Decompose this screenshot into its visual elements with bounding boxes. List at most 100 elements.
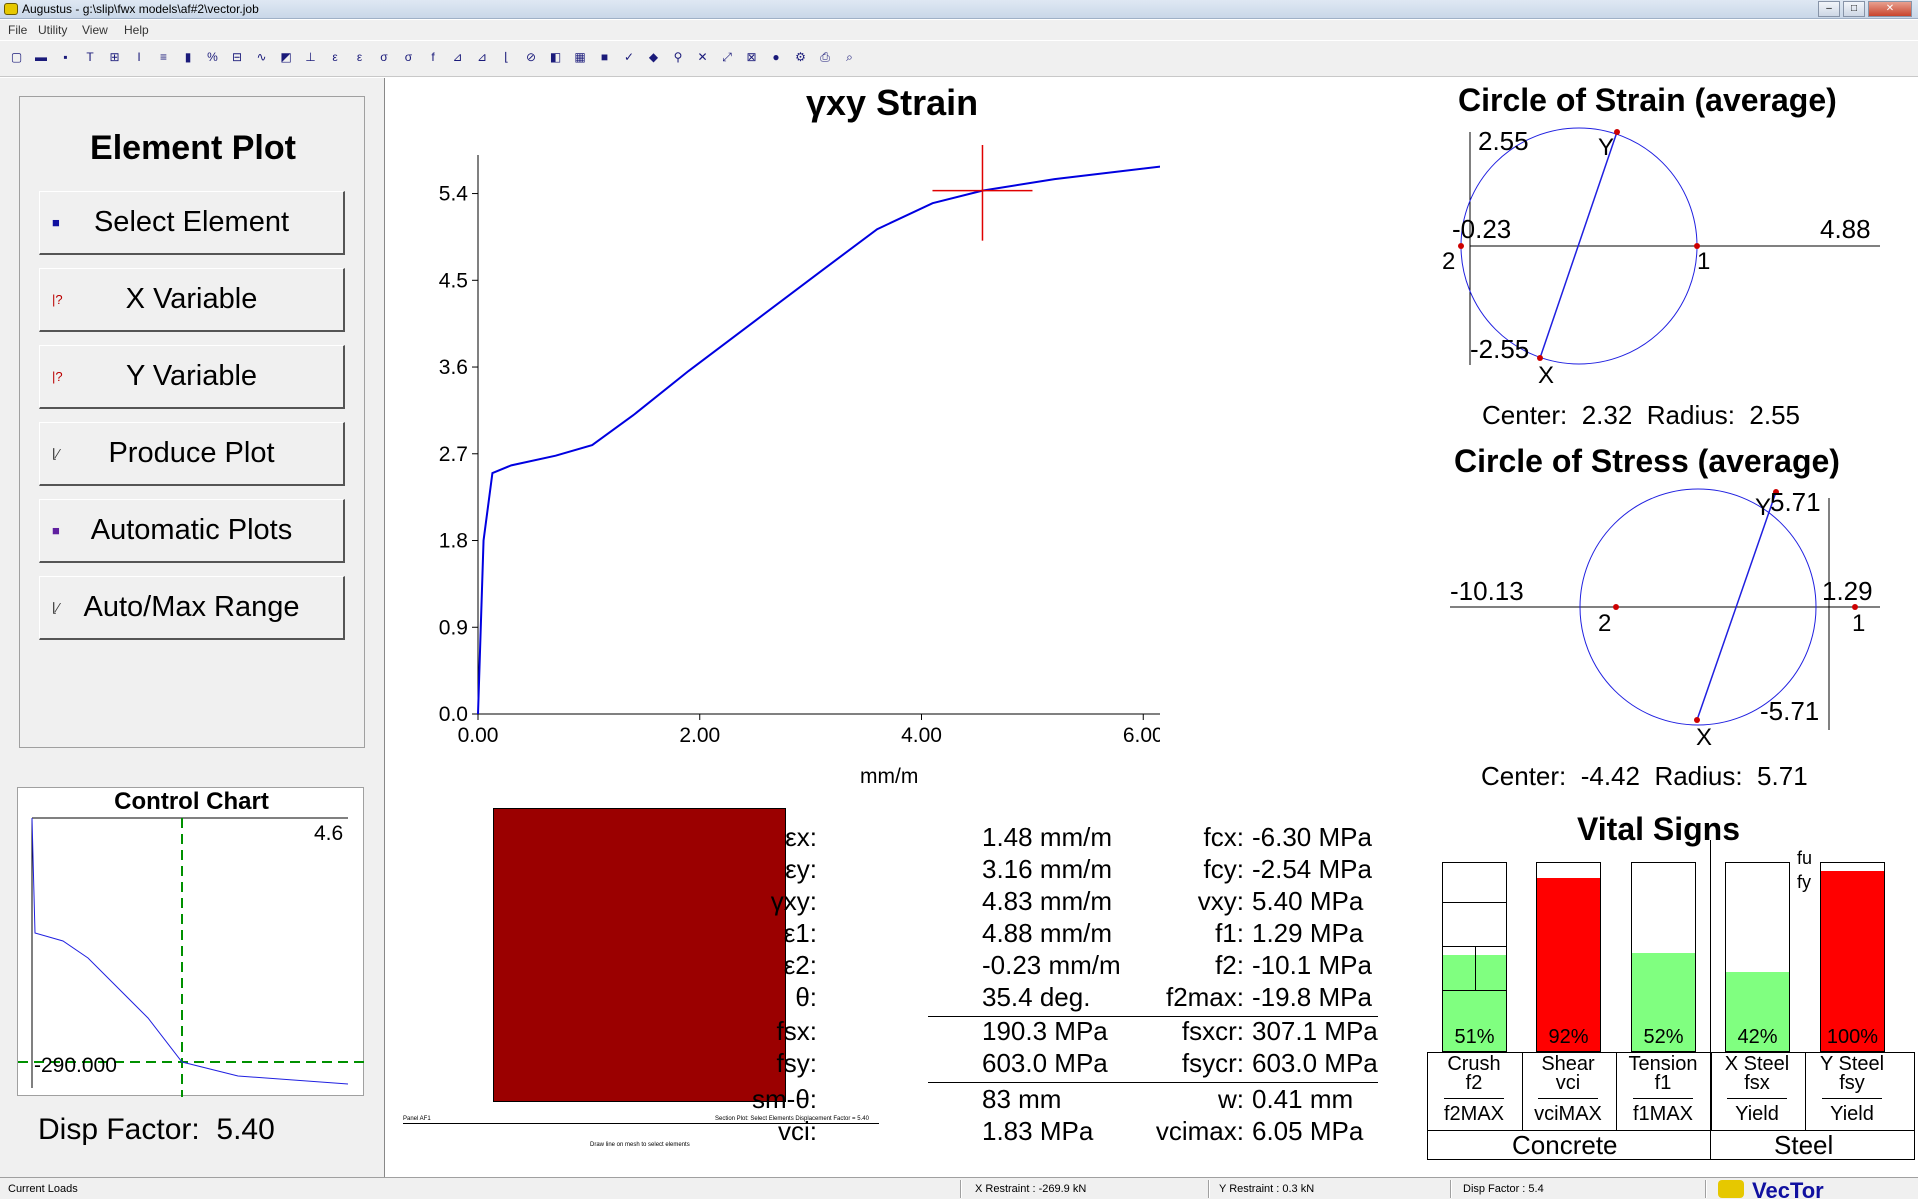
strain-left: -0.23 bbox=[1452, 214, 1512, 244]
toolbar-button-icon[interactable]: ◩ bbox=[280, 50, 292, 64]
vital-label-top: Shear bbox=[1541, 1053, 1595, 1075]
steel-grid-line bbox=[1475, 946, 1476, 990]
toolbar-button-icon[interactable]: ▪ bbox=[63, 50, 68, 64]
fu-label: fu bbox=[1797, 848, 1813, 868]
control-chart: Control Chart 4.6 -290.000 bbox=[17, 787, 365, 1097]
var-value: 4.83 mm/m bbox=[982, 886, 1113, 916]
toolbar-button-icon[interactable]: ⊿ bbox=[476, 50, 488, 64]
x-variable-label: X Variable bbox=[125, 283, 258, 315]
toolbar-button-icon[interactable]: ⎙ bbox=[820, 50, 830, 64]
vital-label-den: f1MAX bbox=[1632, 1103, 1694, 1125]
window-title: Augustus - g:\slip\fwx models\af#2\vecto… bbox=[22, 2, 259, 16]
strain-center-label: Center: bbox=[1482, 400, 1568, 430]
automatic-plots-button[interactable]: ■ Automatic Plots bbox=[39, 499, 345, 563]
toolbar-button-icon[interactable]: T bbox=[86, 50, 94, 64]
toolbar-button-icon[interactable]: ε bbox=[332, 50, 338, 64]
toolbar-button-icon[interactable]: ⊘ bbox=[525, 50, 537, 64]
y-tick-label: 1.8 bbox=[439, 530, 468, 553]
x-variable-button[interactable]: |? X Variable bbox=[39, 268, 345, 332]
toolbar-button-icon[interactable]: f bbox=[431, 50, 435, 64]
status-y-restraint: Y Restraint : 0.3 kN bbox=[1219, 1183, 1315, 1195]
y-tick-label: 2.7 bbox=[439, 443, 468, 466]
control-chart-curve bbox=[31, 817, 349, 1085]
toolbar-button-icon[interactable]: ⌕ bbox=[846, 50, 853, 64]
var-name: w: bbox=[1218, 1084, 1244, 1114]
vital-bar: 100% bbox=[1820, 862, 1885, 1052]
vital-bar-percent: 42% bbox=[1737, 1026, 1778, 1048]
stress-label-x: X bbox=[1696, 724, 1713, 751]
toolbar-button-icon[interactable]: ≡ bbox=[159, 50, 167, 64]
vars-rule-1 bbox=[928, 1016, 1378, 1017]
y-tick-label: 5.4 bbox=[439, 183, 469, 206]
y-tick-label: 0.0 bbox=[439, 703, 468, 726]
steel-grid-line bbox=[1442, 946, 1507, 947]
var-value: 1.83 MPa bbox=[982, 1116, 1094, 1146]
disp-factor-label: Disp Factor: bbox=[38, 1113, 200, 1146]
toolbar-button-icon[interactable]: ◧ bbox=[549, 50, 562, 64]
strain-bottom: -2.55 bbox=[1470, 334, 1530, 364]
var-name: γxy: bbox=[770, 886, 817, 916]
toolbar-button-icon[interactable]: ⤢ bbox=[722, 50, 732, 64]
toolbar-button-icon[interactable]: σ bbox=[380, 50, 388, 64]
toolbar-button-icon[interactable]: ⊠ bbox=[746, 50, 757, 64]
toolbar-button-icon[interactable]: ▢ bbox=[10, 50, 23, 64]
var-value: -19.8 MPa bbox=[1252, 982, 1372, 1012]
vital-col-rule bbox=[1805, 1052, 1806, 1130]
toolbar-button-icon[interactable]: ⊿ bbox=[452, 50, 463, 64]
toolbar-button-icon[interactable]: ε bbox=[356, 50, 363, 64]
maximize-button[interactable]: □ bbox=[1843, 1, 1865, 17]
minimize-button[interactable]: – bbox=[1818, 1, 1840, 17]
disp-factor-value: 5.40 bbox=[216, 1113, 275, 1146]
toolbar-button-icon[interactable]: ✕ bbox=[697, 50, 708, 64]
strain-radius: 2.55 bbox=[1749, 400, 1800, 430]
y-variable-button[interactable]: |? Y Variable bbox=[39, 345, 345, 409]
menu-view[interactable]: View bbox=[82, 23, 108, 37]
toolbar-button-icon[interactable]: ✓ bbox=[623, 50, 635, 64]
toolbar-button-icon[interactable]: ▬ bbox=[35, 50, 47, 64]
produce-plot-button[interactable]: ⌊⁄ Produce Plot bbox=[39, 422, 345, 486]
var-name: ε2: bbox=[783, 950, 817, 980]
vector-logo: VecTor bbox=[1752, 1178, 1824, 1203]
toolbar-button-icon[interactable]: σ bbox=[404, 50, 413, 64]
y-tick-label: 3.6 bbox=[439, 356, 468, 379]
var-name: fcx: bbox=[1203, 822, 1244, 852]
toolbar-button-icon[interactable]: ■ bbox=[600, 50, 609, 64]
vital-label-num: f2 bbox=[1465, 1072, 1483, 1094]
menu-utility[interactable]: Utility bbox=[38, 23, 68, 37]
toolbar-button-icon[interactable]: ● bbox=[772, 50, 780, 64]
stress-pt-y bbox=[1773, 489, 1779, 495]
stress-top: 5.71 bbox=[1770, 487, 1821, 517]
strain-center: 2.32 bbox=[1581, 400, 1633, 430]
toolbar-button-icon[interactable]: ⊟ bbox=[231, 50, 243, 64]
close-button[interactable]: ✕ bbox=[1868, 1, 1912, 17]
stress-radius-label: Radius: bbox=[1654, 761, 1743, 791]
toolbar-button-icon[interactable]: ▮ bbox=[184, 50, 192, 64]
var-value: -2.54 MPa bbox=[1252, 854, 1372, 884]
strain-chart[interactable]: 0.00 2.00 4.00 6.00 0.0 0.9 1.8 2.7 3.6 4.5 5.4 bbox=[430, 145, 1160, 785]
vital-label-den: f2MAX bbox=[1443, 1103, 1505, 1125]
menu-help[interactable]: Help bbox=[124, 23, 149, 37]
toolbar-button-icon[interactable]: I bbox=[137, 50, 141, 64]
toolbar-button-icon[interactable]: ⚲ bbox=[673, 50, 683, 64]
toolbar-button-icon[interactable]: ⌊ bbox=[504, 50, 509, 64]
strain-circle bbox=[1458, 127, 1880, 365]
fy-label: fy bbox=[1797, 872, 1812, 892]
toolbar-button-icon[interactable]: ◆ bbox=[648, 50, 659, 64]
toolbar-button-icon[interactable]: ▦ bbox=[574, 50, 586, 64]
var-name: f2: bbox=[1215, 950, 1244, 980]
toolbar-button-icon[interactable]: ⚙ bbox=[795, 50, 806, 64]
title-bar: Augustus - g:\slip\fwx models\af#2\vecto… bbox=[0, 0, 1918, 19]
var-name: fsxcr: bbox=[1181, 1016, 1244, 1046]
toolbar-button-icon[interactable]: ⊥ bbox=[305, 50, 316, 64]
var-value: 1.48 mm/m bbox=[982, 822, 1113, 852]
auto-max-range-button[interactable]: ⌊⁄ Auto/Max Range bbox=[39, 576, 345, 640]
vital-label-num: vci bbox=[1555, 1072, 1581, 1094]
var-name: sm-θ: bbox=[752, 1084, 817, 1114]
select-element-button[interactable]: ■ Select Element bbox=[39, 191, 345, 255]
element-view[interactable] bbox=[493, 808, 786, 1102]
toolbar-button-icon[interactable]: ∿ bbox=[256, 50, 267, 64]
menu-file[interactable]: File bbox=[8, 23, 28, 37]
toolbar-button-icon[interactable]: % bbox=[207, 50, 218, 64]
control-chart-min: -290.000 bbox=[34, 1054, 117, 1077]
toolbar-button-icon[interactable]: ⊞ bbox=[109, 50, 120, 64]
